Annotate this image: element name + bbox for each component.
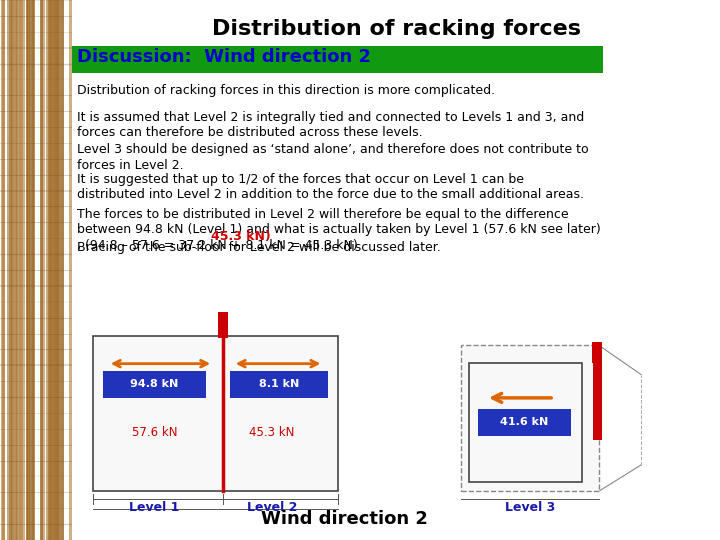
Bar bbox=[3, 0, 5, 540]
Bar bbox=[40, 0, 45, 540]
Text: It is assumed that Level 2 is integrally tied and connected to Levels 1 and 3, a: It is assumed that Level 2 is integrally… bbox=[77, 111, 585, 139]
Bar bbox=[20, 0, 23, 540]
Bar bbox=[33, 0, 35, 540]
Text: Bracing of the sub-floor for Level 2 will be discussed later.: Bracing of the sub-floor for Level 2 wil… bbox=[77, 241, 441, 254]
Bar bbox=[9, 0, 13, 540]
Bar bbox=[19, 0, 24, 540]
Bar bbox=[14, 0, 17, 540]
Bar bbox=[41, 0, 43, 540]
Text: The forces to be distributed in Level 2 will therefore be equal to the differenc: The forces to be distributed in Level 2 … bbox=[77, 208, 601, 252]
Bar bbox=[93, 336, 338, 491]
Bar bbox=[25, 0, 31, 540]
Text: 94.8 kN: 94.8 kN bbox=[130, 379, 179, 389]
Bar bbox=[592, 342, 602, 363]
Bar bbox=[48, 0, 52, 540]
Bar bbox=[17, 0, 20, 540]
Bar bbox=[58, 0, 61, 540]
Text: Distribution of racking forces: Distribution of racking forces bbox=[212, 19, 580, 39]
Bar bbox=[48, 0, 52, 540]
Bar bbox=[1, 0, 4, 540]
Bar bbox=[46, 0, 51, 540]
Bar bbox=[230, 370, 328, 398]
Bar bbox=[40, 0, 43, 540]
Bar bbox=[11, 0, 15, 540]
Bar bbox=[461, 346, 599, 491]
Bar bbox=[51, 0, 55, 540]
Text: 45.3 kN: 45.3 kN bbox=[249, 426, 294, 438]
Bar bbox=[478, 409, 571, 436]
Bar bbox=[217, 313, 228, 339]
Bar bbox=[55, 0, 59, 540]
Bar bbox=[69, 0, 75, 540]
Bar bbox=[56, 0, 58, 540]
Text: Wind direction 2: Wind direction 2 bbox=[261, 510, 428, 528]
Text: 45.3 kN): 45.3 kN) bbox=[212, 231, 271, 244]
Bar bbox=[50, 0, 53, 540]
Text: 41.6 kN: 41.6 kN bbox=[500, 417, 549, 427]
Text: Level 2: Level 2 bbox=[247, 501, 297, 514]
Bar bbox=[72, 46, 603, 73]
Text: Level 1: Level 1 bbox=[129, 501, 179, 514]
Bar bbox=[30, 0, 35, 540]
Bar bbox=[593, 360, 602, 440]
Text: It is suggested that up to 1/2 of the forces that occur on Level 1 can be
distri: It is suggested that up to 1/2 of the fo… bbox=[77, 173, 584, 201]
Bar bbox=[26, 0, 28, 540]
Text: Discussion:  Wind direction 2: Discussion: Wind direction 2 bbox=[77, 48, 372, 66]
Bar bbox=[49, 0, 51, 540]
Bar bbox=[60, 0, 64, 540]
Bar bbox=[52, 0, 55, 540]
Bar bbox=[32, 0, 35, 540]
Bar bbox=[27, 0, 30, 540]
Text: Distribution of racking forces in this direction is more complicated.: Distribution of racking forces in this d… bbox=[77, 84, 495, 97]
Text: Level 3: Level 3 bbox=[505, 501, 555, 514]
Bar bbox=[61, 0, 64, 540]
Bar bbox=[53, 0, 59, 540]
Bar bbox=[27, 0, 30, 540]
Bar bbox=[52, 0, 55, 540]
Text: 57.6 kN: 57.6 kN bbox=[132, 426, 177, 438]
Bar bbox=[7, 0, 12, 540]
Bar bbox=[55, 0, 60, 540]
Text: Level 3 should be designed as ‘stand alone’, and therefore does not contribute t: Level 3 should be designed as ‘stand alo… bbox=[77, 143, 589, 172]
Bar bbox=[13, 0, 18, 540]
Bar bbox=[103, 370, 206, 398]
Bar bbox=[55, 0, 59, 540]
Text: 8.1 kN: 8.1 kN bbox=[259, 379, 300, 389]
Bar bbox=[1, 0, 5, 540]
Bar bbox=[50, 0, 52, 540]
Bar bbox=[469, 363, 582, 482]
Bar bbox=[32, 0, 34, 540]
